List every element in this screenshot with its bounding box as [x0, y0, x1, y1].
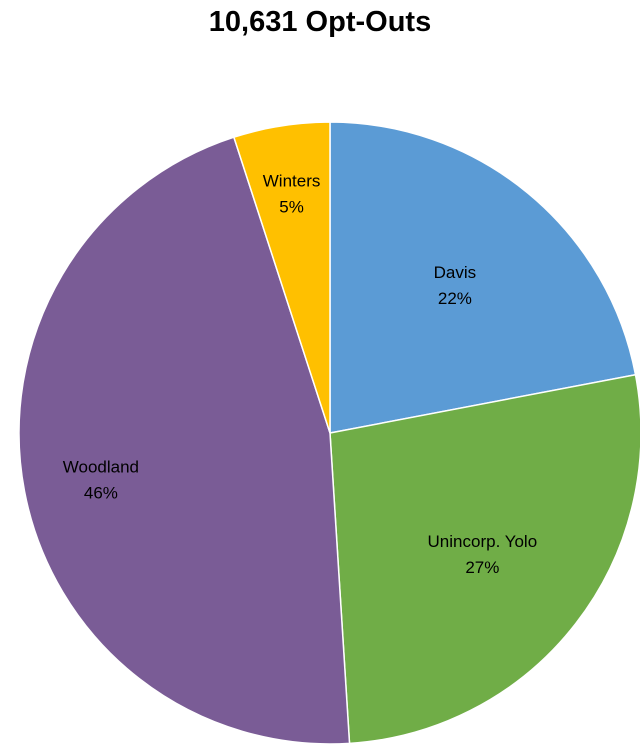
slice-percent-label: 22%: [438, 289, 472, 308]
pie-slice-unincorp-yolo: [329, 373, 640, 744]
pie-slice-davis: [329, 121, 637, 434]
pie-slice-woodland: [18, 136, 351, 744]
slice-name-label: Davis: [434, 263, 477, 282]
pie-labels: Davis 22% Unincorp. Yolo 27% Woodland 46% Wint…: [63, 171, 537, 577]
pie-slice-winters: [232, 121, 331, 434]
slice-percent-label: 5%: [279, 197, 304, 216]
pie-slices: [18, 121, 640, 744]
chart-title: 10,631 Opt-Outs: [208, 6, 432, 38]
slice-name-label: Winters: [263, 171, 321, 190]
slice-percent-label: 27%: [465, 558, 499, 577]
slice-name-label: Unincorp. Yolo: [428, 532, 538, 551]
slice-percent-label: 46%: [84, 484, 118, 503]
slice-name-label: Woodland: [63, 458, 139, 477]
